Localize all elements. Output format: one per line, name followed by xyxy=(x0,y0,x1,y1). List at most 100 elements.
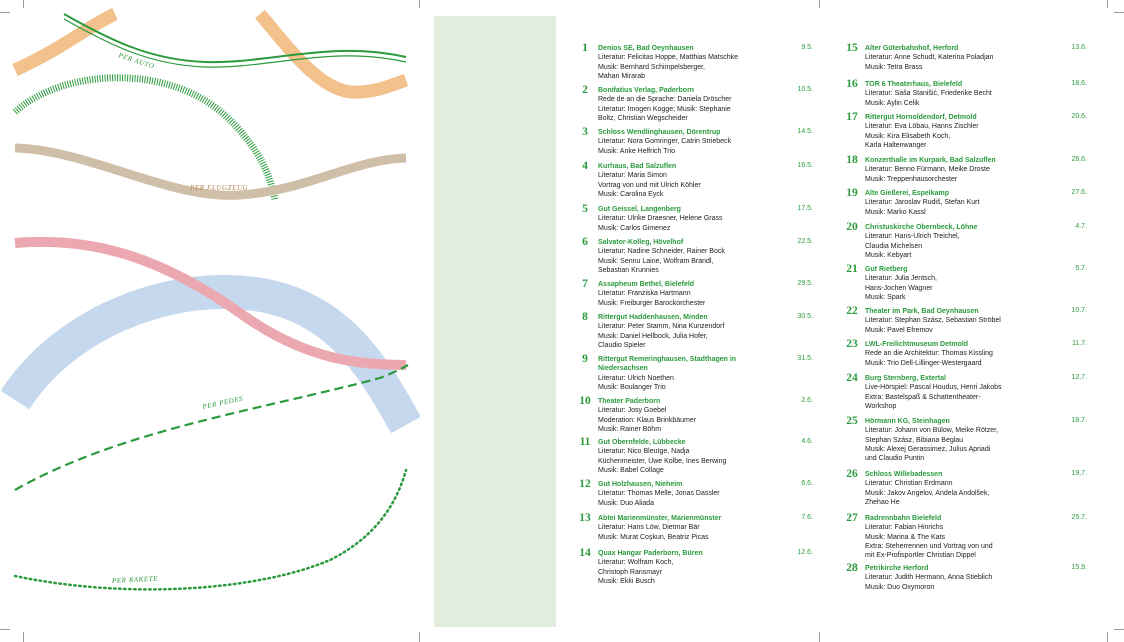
event-line: Christoph Ransmayr xyxy=(598,568,662,576)
event-line: Literatur: Nadine Schneider, Rainer Bock xyxy=(598,248,725,256)
event-date: 4.7. xyxy=(1075,223,1087,230)
event-number: 23 xyxy=(846,338,858,350)
event-number: 14 xyxy=(579,547,591,559)
event-entry: 23 11.7. LWL-Freilichtmuseum Detmold Red… xyxy=(845,338,1087,368)
event-line: Musik: Marina & The Kats xyxy=(865,533,946,541)
event-line: Musik: Rainer Böhm xyxy=(598,425,662,433)
route-label-pedes: PER PEDES xyxy=(201,395,244,412)
event-line: mit Ex-Profisportler Christian Dippel xyxy=(865,552,976,560)
event-date: 10.5. xyxy=(797,86,813,93)
event-line: und Claudio Puntin xyxy=(865,455,925,463)
event-line: Musik: Jakov Angelov, Andela Andolšek, xyxy=(865,489,990,497)
event-number: 12 xyxy=(579,478,591,490)
event-venue: Christuskirche Obernbeck, Löhne xyxy=(865,224,978,231)
event-venue: Alte Gießerei, Espelkamp xyxy=(865,190,950,197)
event-line: Musik: Marko Kassl xyxy=(865,208,926,216)
event-number: 7 xyxy=(582,278,588,290)
event-entry: 6 22.5. Salvator-Kolleg, Hövelhof Litera… xyxy=(578,236,813,275)
event-number: 20 xyxy=(846,221,858,233)
event-entry: 22 10.7. Theater im Park, Bad Oeynhausen… xyxy=(845,305,1087,335)
event-venue: Abtei Marienmünster, Marienmünster xyxy=(598,515,722,522)
event-line: Literatur: Josy Goebel xyxy=(598,407,667,415)
event-entry: 3 14.5. Schloss Wendlinghausen, Dörentru… xyxy=(578,126,813,156)
event-line: Literatur: Peter Stamm, Nina Kunzendorf xyxy=(598,323,725,331)
event-line: Musik: Ekki Busch xyxy=(598,577,655,585)
event-number: 10 xyxy=(579,395,591,407)
event-line: Extra: Bastelspaß & Schattentheater- xyxy=(865,393,981,401)
event-line: Workshop xyxy=(865,402,897,410)
event-entry: 8 30.5. Rittergut Haddenhausen, Minden L… xyxy=(578,311,813,350)
event-line: Hans-Jochen Wagner xyxy=(865,284,933,292)
event-venue: Konzerthalle im Kurpark, Bad Salzuflen xyxy=(865,157,996,164)
event-date: 10.7. xyxy=(1071,307,1087,314)
event-line: Live-Hörspiel: Pascal Houdus, Henri Jako… xyxy=(865,384,1002,392)
event-entry: 11 4.6. Gut Obernfelde, Lübbecke Literat… xyxy=(578,436,813,475)
event-line: Literatur: Eva Löbau, Hanns Zischler xyxy=(865,123,979,131)
event-date: 9.5. xyxy=(801,44,813,51)
event-line: Musik: Anke Helfrich Trio xyxy=(598,147,676,155)
event-venue: Denios SE, Bad Oeynhausen xyxy=(598,45,694,52)
event-entry: 20 4.7. Christuskirche Obernbeck, Löhne … xyxy=(845,221,1087,260)
event-entry: 26 19.7. Schloss Willebadessen Literatur… xyxy=(845,468,1087,507)
event-line: Literatur: Saša Stanišić, Friederike Bec… xyxy=(865,90,992,98)
event-venue: Schloss Wendlinghausen, Dörentrup xyxy=(598,129,721,136)
event-number: 19 xyxy=(846,187,858,199)
event-line: Moderation: Klaus Brinkbäumer xyxy=(598,416,697,424)
event-venue: Theater Paderborn xyxy=(598,398,661,405)
event-line: Musik: Babel Collage xyxy=(598,466,664,474)
event-number: 4 xyxy=(582,160,588,172)
event-venue: Schloss Willebadessen xyxy=(865,471,943,478)
pink-route-band xyxy=(14,236,407,370)
event-entry: 5 17.5. Gut Geissel, Langenberg Literatu… xyxy=(578,203,813,233)
event-venue: Bonifatius Verlag, Paderborn xyxy=(598,87,695,94)
event-date: 15.9. xyxy=(1071,564,1087,571)
event-entry: 2 10.5. Bonifatius Verlag, Paderborn Red… xyxy=(578,84,813,123)
event-venue: Quax Hangar Paderborn, Büren xyxy=(598,550,703,557)
event-venue: LWL-Freilichtmuseum Detmold xyxy=(865,341,969,348)
event-line: Literatur: Hans Löw, Dietmar Bär xyxy=(598,524,700,532)
event-line: Musik: Kira Elisabeth Koch, xyxy=(865,132,951,140)
event-date: 26.6. xyxy=(1071,156,1087,163)
event-entry: 17 20.6. Rittergut Hornoldendorf, Detmol… xyxy=(845,111,1087,150)
event-line: Literatur: Wolfram Koch, xyxy=(598,559,674,567)
event-date: 17.5. xyxy=(797,205,813,212)
event-line: Vortrag von und mit Ulrich Köhler xyxy=(598,181,701,189)
event-date: 7.6. xyxy=(801,514,813,521)
event-line: Literatur: Thomas Melle, Jonas Dassler xyxy=(598,490,720,498)
event-date: 6.6. xyxy=(801,480,813,487)
crop-mark xyxy=(23,0,24,8)
event-date: 27.6. xyxy=(1071,189,1087,196)
crop-mark xyxy=(23,632,24,642)
event-line: Extra: Steherrennen und Vortrag von und xyxy=(865,542,993,550)
event-line: Literatur: Felicitas Hoppe, Matthias Mat… xyxy=(598,54,739,62)
event-entry: 12 6.6. Gut Holzhausen, Nieheim Literatu… xyxy=(578,478,813,508)
event-venue: Petrikirche Herford xyxy=(865,565,929,572)
event-venue: TOR 6 Theaterhaus, Bielefeld xyxy=(865,81,963,88)
event-entry: 18 26.6. Konzerthalle im Kurpark, Bad Sa… xyxy=(845,154,1087,184)
event-line: Literatur: Maria Simon xyxy=(598,172,667,180)
event-date: 2.6. xyxy=(801,397,813,404)
rakete-route-dotted xyxy=(13,468,408,591)
event-entry: 4 16.5. Kurhaus, Bad Salzuflen Literatur… xyxy=(578,160,813,199)
event-line: Literatur: Judith Hermann, Anna Stieblic… xyxy=(865,574,993,582)
event-date: 29.5. xyxy=(797,280,813,287)
event-number: 9 xyxy=(582,353,588,365)
event-date: 14.5. xyxy=(797,128,813,135)
event-number: 26 xyxy=(846,468,858,480)
event-line: Karla Haltenwanger xyxy=(865,141,927,149)
event-venue: Burg Sternberg, Extertal xyxy=(865,375,946,382)
crop-mark xyxy=(1114,12,1124,13)
event-date: 18.7. xyxy=(1071,417,1087,424)
event-line: Zhehao He xyxy=(865,498,900,506)
event-date: 18.6. xyxy=(1071,80,1087,87)
event-line: Musik: Carlos Gimenez xyxy=(598,224,671,232)
event-line: Literatur: Johann von Bülow, Meike Rötze… xyxy=(865,427,999,435)
event-date: 4.6. xyxy=(801,438,813,445)
event-date: 20.6. xyxy=(1071,113,1087,120)
crop-mark xyxy=(1107,0,1108,8)
event-number: 18 xyxy=(846,154,858,166)
event-number: 1 xyxy=(582,42,588,54)
event-date: 25.7. xyxy=(1071,514,1087,521)
event-number: 5 xyxy=(582,203,588,215)
event-line: Musik: Alexej Gerassimez, Julius Apriadi xyxy=(865,445,991,453)
